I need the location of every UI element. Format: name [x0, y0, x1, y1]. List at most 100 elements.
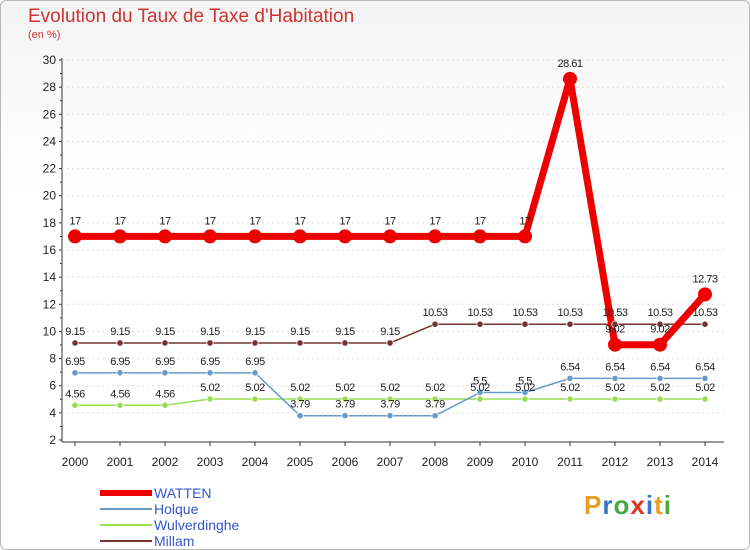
data-point [386, 395, 394, 403]
legend-swatch-watten [100, 490, 152, 496]
data-point [521, 395, 529, 403]
data-point [71, 339, 79, 347]
data-point [251, 369, 259, 377]
data-point [206, 395, 214, 403]
y-tick-label: 18 [43, 216, 57, 230]
data-label: 4.56 [110, 388, 130, 400]
data-point [566, 395, 574, 403]
data-point [701, 395, 709, 403]
data-point [611, 374, 619, 382]
data-label: 10.53 [557, 307, 582, 319]
data-point [656, 395, 664, 403]
data-point [611, 395, 619, 403]
x-tick-label: 2007 [377, 455, 404, 469]
data-point [476, 320, 484, 328]
y-tick-label: 2 [49, 433, 56, 447]
data-label: 10.53 [422, 307, 447, 319]
data-point [611, 320, 619, 328]
data-label: 17 [69, 215, 81, 227]
x-tick-label: 2004 [242, 455, 269, 469]
data-point [563, 71, 577, 86]
data-label: 5.02 [605, 382, 625, 394]
data-label: 3.79 [425, 399, 445, 411]
data-label: 10.53 [647, 307, 672, 319]
data-label: 12.73 [692, 273, 717, 285]
data-label: 9.15 [155, 326, 175, 338]
data-label: 17 [294, 215, 306, 227]
data-label: 17 [519, 215, 531, 227]
chart-title: Evolution du Taux de Taxe d'Habitation [28, 6, 355, 27]
data-label: 6.54 [650, 361, 670, 373]
data-label: 6.95 [200, 356, 220, 368]
data-label: 5.02 [560, 382, 580, 394]
data-point [608, 337, 622, 352]
x-tick-label: 2001 [107, 455, 134, 469]
data-label: 10.53 [512, 307, 537, 319]
y-tick-label: 20 [43, 189, 57, 203]
data-point [113, 229, 127, 244]
data-label: 17 [159, 215, 171, 227]
data-label: 3.79 [380, 399, 400, 411]
logo-letter: P [584, 490, 603, 520]
legend-label-holque: Holque [154, 501, 199, 517]
y-tick-label: 6 [49, 379, 56, 393]
data-label: 4.56 [65, 388, 85, 400]
data-point [476, 395, 484, 403]
data-point [251, 395, 259, 403]
data-label: 10.53 [467, 307, 492, 319]
data-point [161, 401, 169, 409]
data-label: 6.95 [65, 356, 85, 368]
data-label: 5.02 [650, 382, 670, 394]
y-tick-label: 14 [43, 270, 57, 284]
data-point [566, 320, 574, 328]
x-tick-label: 2005 [287, 455, 314, 469]
data-label: 17 [384, 215, 396, 227]
legend-swatch-holque [100, 508, 152, 510]
data-point [701, 320, 709, 328]
logo-letter: i [645, 490, 655, 520]
data-point [431, 412, 439, 420]
data-label: 6.54 [560, 361, 580, 373]
data-label: 6.54 [605, 361, 625, 373]
data-label: 5.02 [470, 382, 490, 394]
data-point [248, 229, 262, 244]
data-point [386, 412, 394, 420]
legend: WATTEN Holque Wulverdinghe Millam [100, 485, 239, 549]
data-label: 6.95 [245, 356, 265, 368]
data-point [203, 229, 217, 244]
y-tick-label: 30 [43, 53, 57, 67]
data-label: 9.15 [290, 326, 310, 338]
data-label: 9.15 [65, 326, 85, 338]
y-tick-label: 8 [49, 352, 56, 366]
legend-label-watten: WATTEN [154, 485, 212, 501]
logo-letter: t [654, 490, 664, 520]
data-label: 5.5 [473, 376, 487, 388]
data-point [296, 395, 304, 403]
data-label: 5.02 [200, 382, 220, 394]
data-point [338, 229, 352, 244]
data-label: 5.02 [695, 382, 715, 394]
legend-swatch-wulverdinghe [100, 524, 152, 526]
x-tick-label: 2003 [197, 455, 224, 469]
x-tick-label: 2000 [62, 455, 89, 469]
proxiti-logo: Proxiti [584, 490, 672, 521]
data-point [158, 229, 172, 244]
data-point [296, 339, 304, 347]
data-label: 5.02 [425, 382, 445, 394]
data-label: 5.02 [515, 382, 535, 394]
legend-item-watten: WATTEN [100, 485, 239, 501]
legend-item-holque: Holque [100, 501, 239, 517]
data-label: 17 [339, 215, 351, 227]
data-label: 5.02 [335, 382, 355, 394]
legend-item-wulverdinghe: Wulverdinghe [100, 517, 239, 533]
data-point [293, 229, 307, 244]
data-point [296, 412, 304, 420]
data-label: 5.02 [380, 382, 400, 394]
data-point [251, 339, 259, 347]
y-tick-label: 12 [43, 297, 57, 311]
data-point [71, 401, 79, 409]
data-label: 9.15 [245, 326, 265, 338]
data-label: 17 [114, 215, 126, 227]
x-tick-label: 2013 [647, 455, 674, 469]
x-tick-label: 2011 [557, 455, 583, 469]
